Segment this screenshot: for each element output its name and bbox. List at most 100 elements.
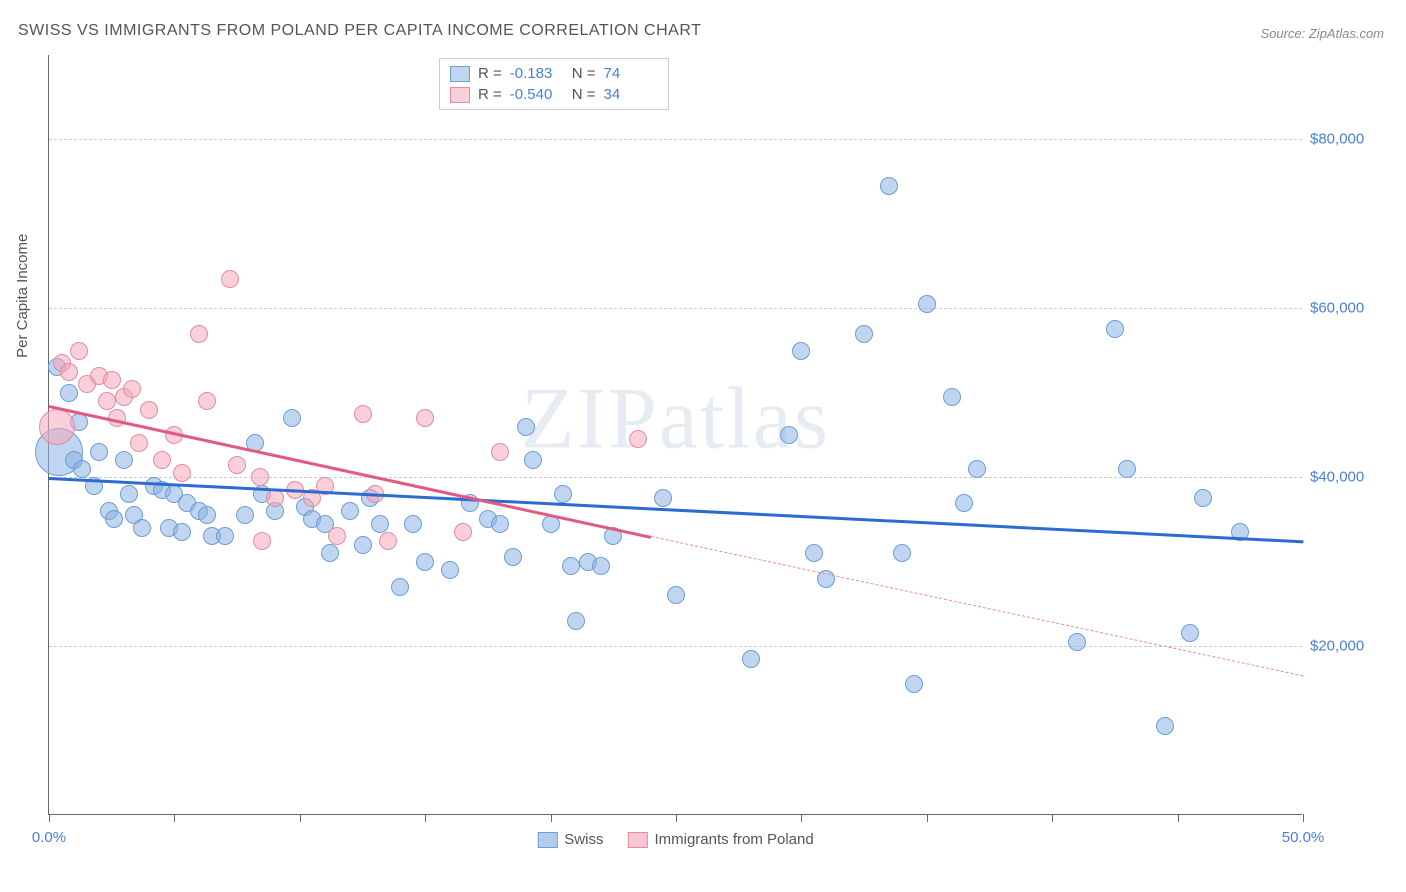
data-point [190, 325, 208, 343]
data-point [321, 544, 339, 562]
legend-swatch [450, 87, 470, 103]
legend-swatch [627, 832, 647, 848]
x-tick [174, 814, 175, 822]
data-point [416, 409, 434, 427]
data-point [198, 506, 216, 524]
data-point [592, 557, 610, 575]
data-point [266, 489, 284, 507]
y-axis-label: Per Capita Income [14, 234, 31, 358]
stat-n-value: 74 [604, 65, 658, 82]
stats-legend-box: R =-0.183N =74R =-0.540N =34 [439, 58, 669, 110]
stat-n-label: N = [572, 65, 596, 82]
data-point [130, 434, 148, 452]
data-point [742, 650, 760, 668]
data-point [1068, 633, 1086, 651]
data-point [454, 523, 472, 541]
stats-row: R =-0.540N =34 [450, 84, 658, 105]
data-point [1181, 624, 1199, 642]
data-point [105, 510, 123, 528]
data-point [880, 177, 898, 195]
data-point [491, 443, 509, 461]
data-point [416, 553, 434, 571]
data-point [221, 270, 239, 288]
data-point [517, 418, 535, 436]
data-point [253, 532, 271, 550]
data-point [441, 561, 459, 579]
data-point [805, 544, 823, 562]
data-point [404, 515, 422, 533]
x-tick [551, 814, 552, 822]
data-point [955, 494, 973, 512]
x-tick-label: 0.0% [32, 829, 66, 846]
data-point [792, 342, 810, 360]
stat-n-label: N = [572, 86, 596, 103]
bottom-legend: Swiss Immigrants from Poland [537, 831, 813, 848]
data-point [90, 443, 108, 461]
gridline [49, 308, 1302, 309]
x-tick [676, 814, 677, 822]
chart-title: SWISS VS IMMIGRANTS FROM POLAND PER CAPI… [18, 22, 701, 40]
data-point [70, 342, 88, 360]
plot-area: ZIPatlas R =-0.183N =74R =-0.540N =34 Sw… [48, 55, 1302, 815]
data-point [140, 401, 158, 419]
x-tick [1178, 814, 1179, 822]
data-point [173, 523, 191, 541]
data-point [1106, 320, 1124, 338]
x-tick [300, 814, 301, 822]
data-point [173, 464, 191, 482]
data-point [123, 380, 141, 398]
x-tick [801, 814, 802, 822]
data-point [391, 578, 409, 596]
data-point [780, 426, 798, 444]
stat-r-label: R = [478, 65, 502, 82]
data-point [1156, 717, 1174, 735]
data-point [943, 388, 961, 406]
data-point [1118, 460, 1136, 478]
gridline [49, 646, 1302, 647]
data-point [133, 519, 151, 537]
data-point [153, 451, 171, 469]
legend-item: Immigrants from Poland [627, 831, 813, 848]
stat-n-value: 34 [604, 86, 658, 103]
data-point [379, 532, 397, 550]
data-point [354, 536, 372, 554]
gridline [49, 139, 1302, 140]
y-tick-label: $80,000 [1310, 131, 1400, 148]
data-point [328, 527, 346, 545]
data-point [228, 456, 246, 474]
legend-label: Immigrants from Poland [654, 831, 813, 848]
data-point [103, 371, 121, 389]
data-point [115, 451, 133, 469]
data-point [39, 409, 75, 445]
data-point [60, 363, 78, 381]
data-point [251, 468, 269, 486]
data-point [354, 405, 372, 423]
data-point [905, 675, 923, 693]
data-point [236, 506, 254, 524]
legend-swatch [537, 832, 557, 848]
stat-r-label: R = [478, 86, 502, 103]
data-point [491, 515, 509, 533]
data-point [562, 557, 580, 575]
data-point [567, 612, 585, 630]
data-point [667, 586, 685, 604]
data-point [968, 460, 986, 478]
y-tick-label: $20,000 [1310, 638, 1400, 655]
x-tick [49, 814, 50, 822]
stat-r-value: -0.183 [510, 65, 564, 82]
y-tick-label: $40,000 [1310, 469, 1400, 486]
x-tick [1052, 814, 1053, 822]
x-tick [927, 814, 928, 822]
data-point [554, 485, 572, 503]
data-point [198, 392, 216, 410]
data-point [283, 409, 301, 427]
data-point [371, 515, 389, 533]
data-point [98, 392, 116, 410]
data-point [120, 485, 138, 503]
data-point [524, 451, 542, 469]
watermark: ZIPatlas [521, 369, 830, 470]
source-label: Source: ZipAtlas.com [1260, 26, 1384, 41]
legend-label: Swiss [564, 831, 603, 848]
data-point [855, 325, 873, 343]
x-tick [425, 814, 426, 822]
